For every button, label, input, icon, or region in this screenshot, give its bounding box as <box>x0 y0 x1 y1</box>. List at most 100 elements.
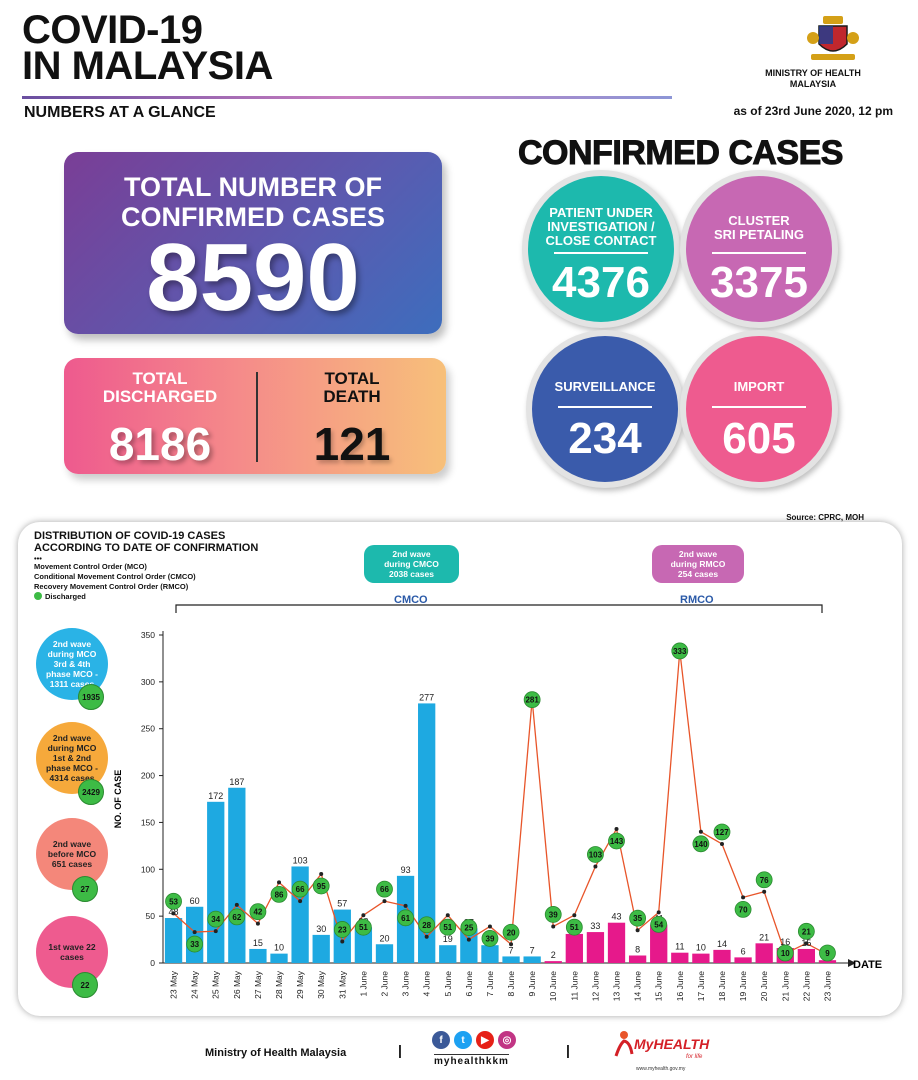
discharged-value-label: 66 <box>296 885 305 894</box>
x-tick-label: 2 June <box>379 971 389 997</box>
discharged-point <box>382 899 387 904</box>
pui-value: 4376 <box>552 258 650 307</box>
discharged-value-label: 33 <box>190 940 199 949</box>
bar-value-label: 60 <box>190 896 200 906</box>
discharged-point <box>424 934 429 939</box>
import-value: 605 <box>722 414 796 463</box>
x-axis-label: DATE <box>853 959 882 971</box>
legend-rmco: Recovery Movement Control Order (RMCO) <box>34 582 189 591</box>
discharged-bubble <box>692 835 710 853</box>
x-tick-label: 16 June <box>675 971 685 1002</box>
death-label-line-2: DEATH <box>323 387 381 406</box>
x-tick-label: 26 May <box>232 970 242 999</box>
discharged-bubble <box>270 886 288 903</box>
x-tick-label: 20 June <box>759 971 769 1002</box>
social-handle: myhealthkkm <box>434 1054 509 1067</box>
discharged-point <box>551 924 556 929</box>
confirmed-cases-title: CONFIRMED CASES <box>518 134 844 173</box>
youtube-icon[interactable]: ▶ <box>476 1031 494 1049</box>
bar-value-label: 8 <box>635 945 640 955</box>
discharged-label: TOTAL DISCHARGED <box>64 370 256 406</box>
rmco-bubble-line-3: 254 cases <box>677 569 719 579</box>
discharged-label-line-1: TOTAL <box>132 369 188 388</box>
discharged-point <box>572 913 577 918</box>
x-tick-label: 1 June <box>358 971 368 997</box>
twitter-icon[interactable]: t <box>454 1031 472 1049</box>
discharged-value-label: 143 <box>610 837 624 846</box>
x-tick-label: 7 June <box>485 971 495 997</box>
x-tick-label: 31 May <box>337 970 347 999</box>
bar <box>692 953 710 963</box>
discharged-bubble <box>776 944 794 962</box>
discharged-bubble <box>249 903 267 921</box>
bar-value-label: 19 <box>443 934 453 944</box>
discharged-value-label: 51 <box>443 923 452 932</box>
discharged-point <box>741 895 746 900</box>
coat-of-arms-icon <box>807 16 859 60</box>
discharged-point <box>277 880 282 885</box>
bar-value-label: 7 <box>530 945 535 955</box>
surveillance-circle: SURVEILLANCE 234 <box>526 330 684 488</box>
discharged-point <box>487 924 492 929</box>
discharged-value-label: 140 <box>694 840 708 849</box>
discharged-value-label: 66 <box>380 885 389 894</box>
discharged-bubble <box>587 846 604 863</box>
wave-badge: 22 <box>72 972 98 998</box>
x-tick-label: 22 June <box>801 971 811 1002</box>
discharged-point <box>445 913 450 918</box>
discharged-bubble <box>650 915 668 933</box>
y-tick-label: 200 <box>141 771 155 781</box>
as-of-date: as of 23rd June 2020, 12 pm <box>733 104 893 118</box>
x-tick-label: 13 June <box>612 971 622 1002</box>
discharged-value-label: 34 <box>211 915 220 924</box>
discharged-bubble <box>481 930 499 947</box>
chart-legend: ••• Movement Control Order (MCO) Conditi… <box>34 555 196 602</box>
discharged-point <box>298 899 303 904</box>
discharged-value-label: 54 <box>654 920 663 929</box>
footer-ministry: Ministry of Health Malaysia <box>205 1047 347 1059</box>
surveillance-value: 234 <box>568 414 642 463</box>
bar <box>713 949 731 963</box>
wave-circle: 1st wave 22 cases <box>36 916 108 988</box>
y-tick-label: 250 <box>141 724 155 734</box>
discharged-point <box>804 941 809 946</box>
brand-health: HEALTH <box>653 1036 710 1052</box>
bar <box>797 948 816 963</box>
x-tick-label: 6 June <box>464 971 474 997</box>
discharged-value-label: 20 <box>507 928 516 937</box>
discharged-bubble <box>565 918 583 936</box>
discharged-value-label: 35 <box>633 914 642 923</box>
surveillance-label: SURVEILLANCE <box>554 379 656 394</box>
x-tick-label: 8 June <box>506 971 516 997</box>
page-subtitle: NUMBERS AT A GLANCE <box>24 104 216 121</box>
discharged-point <box>255 921 260 926</box>
discharged-bubble <box>312 877 330 895</box>
x-tick-label: 3 June <box>401 971 411 997</box>
instagram-icon[interactable]: ◎ <box>498 1031 516 1049</box>
discharged-bubble <box>207 910 225 928</box>
discharged-value-label: 281 <box>525 696 539 705</box>
discharged-bubble <box>291 880 309 898</box>
title-line-1: COVID-19 <box>22 8 203 52</box>
discharged-bubble <box>228 908 246 926</box>
discharged-point <box>403 903 408 908</box>
bar-value-label: 43 <box>612 912 622 922</box>
rmco-bubble-line-1: 2nd wave <box>678 549 718 559</box>
discharged-bubble <box>544 906 562 923</box>
discharged-value-label: 9 <box>825 949 830 958</box>
discharged-value-label: 62 <box>232 913 241 922</box>
discharged-value-label: 127 <box>715 828 729 837</box>
chart-title-line-2: ACCORDING TO DATE OF CONFIRMATION <box>34 542 259 554</box>
discharged-value-label: 53 <box>169 897 178 906</box>
bar <box>544 961 562 963</box>
facebook-icon[interactable]: f <box>432 1031 450 1049</box>
discharged-bubble <box>397 909 414 927</box>
discharged-value-label: 51 <box>359 923 368 932</box>
discharged-point <box>171 911 176 916</box>
discharged-bubble <box>523 691 541 709</box>
death-value: 121 <box>313 418 391 470</box>
bar-value-label: 93 <box>401 865 411 875</box>
brand-my: My <box>634 1036 654 1052</box>
discharged-point <box>213 929 218 934</box>
discharged-point <box>509 942 514 947</box>
